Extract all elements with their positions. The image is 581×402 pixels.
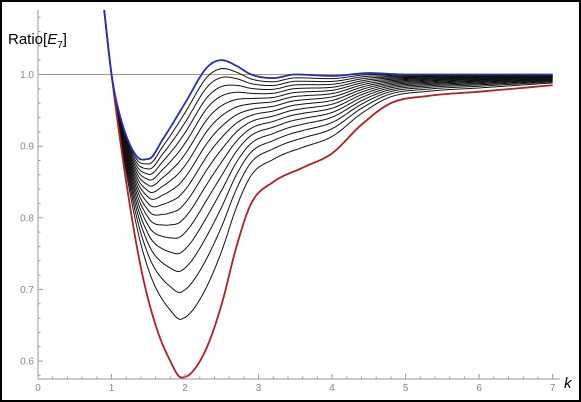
x-tick-label: 1 <box>109 383 115 394</box>
x-tick-label: 3 <box>256 383 262 394</box>
curve-line <box>103 9 553 176</box>
y-tick-label: 1.0 <box>20 70 34 81</box>
curve-line <box>103 9 553 200</box>
curve-line <box>103 9 553 193</box>
curve-line <box>103 9 553 216</box>
x-axis-title: k <box>564 375 573 392</box>
curve-line <box>103 9 553 226</box>
x-tick-label: 6 <box>476 383 482 394</box>
curve-line <box>103 9 553 187</box>
curve-line <box>103 9 553 239</box>
curve-line <box>103 9 553 165</box>
curve-line <box>103 9 553 208</box>
curve-line <box>103 9 553 273</box>
lowest-curve-line <box>103 9 553 379</box>
curve-line <box>103 9 553 255</box>
x-tick-label: 5 <box>403 383 409 394</box>
x-tick-label: 2 <box>182 383 188 394</box>
axis-ticks: 0 1 2 3 4 5 6 7 0.6 0.7 0.8 0.9 1.0 <box>20 16 556 394</box>
highest-curve-line <box>103 9 553 161</box>
y-tick-label: 0.9 <box>20 142 34 153</box>
x-tick-label: 7 <box>550 383 556 394</box>
y-tick-label: 0.6 <box>20 357 34 368</box>
y-tick-label: 0.8 <box>20 213 34 224</box>
curve-line <box>103 9 553 320</box>
y-axis-title: Ratio[E7] <box>8 31 67 51</box>
y-tick-label: 0.7 <box>20 285 34 296</box>
curve-line <box>103 9 553 294</box>
curves-group <box>103 9 553 379</box>
x-tick-label: 4 <box>329 383 335 394</box>
curve-line <box>103 9 553 181</box>
curve-line <box>103 9 553 170</box>
x-tick-label: 0 <box>35 383 41 394</box>
